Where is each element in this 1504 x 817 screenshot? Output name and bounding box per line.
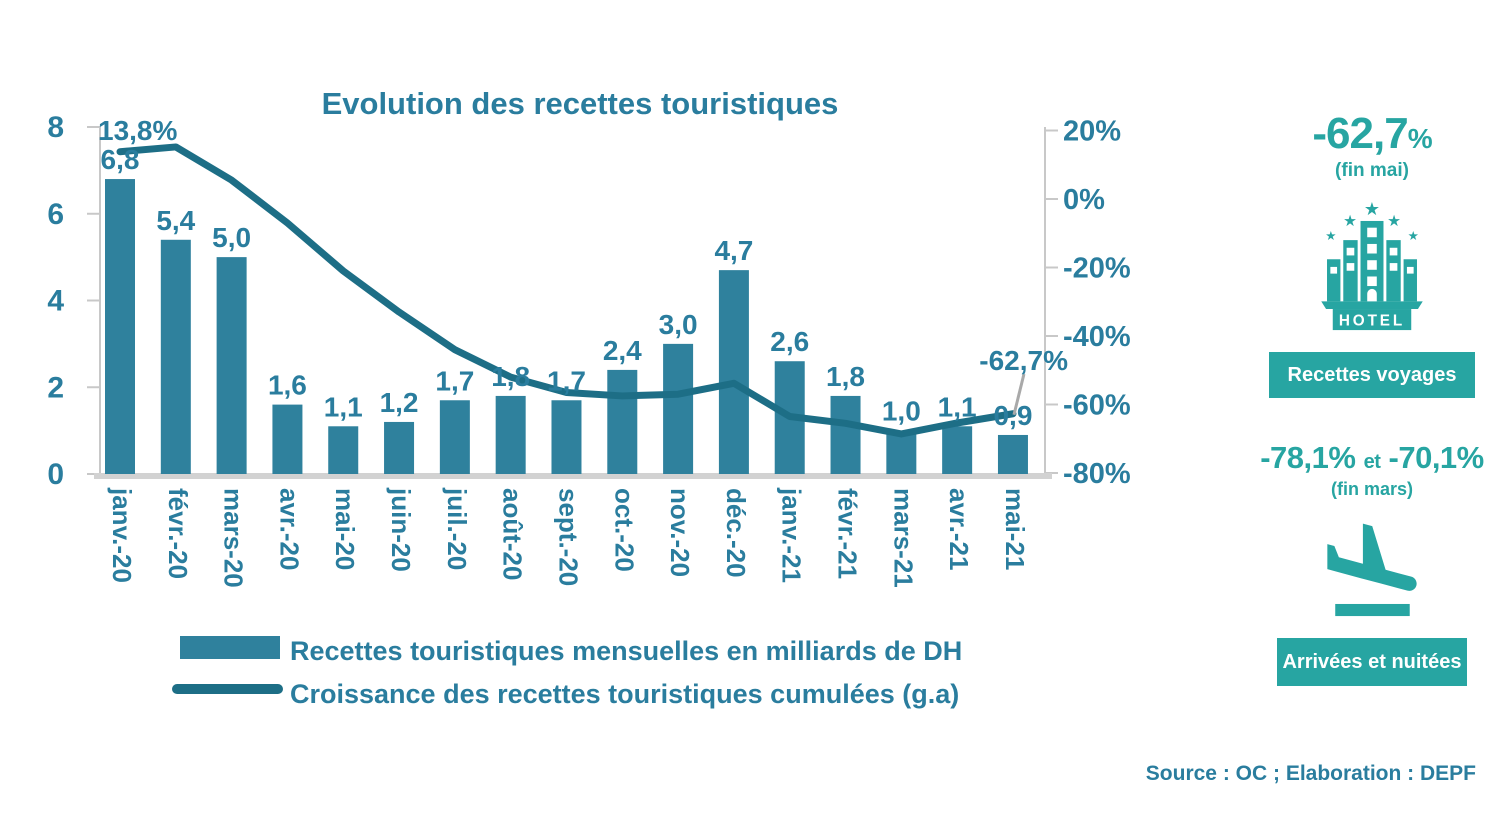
bar-label-nov.-20: 3,0 xyxy=(659,309,698,340)
right-axis-label: 20% xyxy=(1063,116,1121,148)
line-last-point-label: -62,7% xyxy=(979,345,1068,376)
bar-avr.-20 xyxy=(272,404,303,474)
x-axis-label-mars-20: mars-20 xyxy=(219,488,249,588)
growth-line xyxy=(116,143,1017,438)
left-axis-label: 0 xyxy=(47,458,64,491)
arrivees-nuitees-button[interactable]: Arrivées et nuitées xyxy=(1276,638,1467,686)
bar-déc.-20 xyxy=(718,270,749,474)
x-axis-label-juil.-20: juil.-20 xyxy=(442,487,472,570)
left-axis-label: 2 xyxy=(47,371,64,404)
bar-label-sept.-20: 1,7 xyxy=(547,365,586,396)
bar-label-juin-20: 1,2 xyxy=(380,387,419,418)
callout-leader-line xyxy=(1012,373,1026,416)
bar-label-févr.-21: 1,8 xyxy=(826,361,865,392)
x-axis-label-déc.-20: déc.-20 xyxy=(721,488,751,578)
stat-arrivees-number-a: -78,1% xyxy=(1260,440,1356,475)
bar-mai-21 xyxy=(997,434,1028,474)
stat-recettes-percent-sign: % xyxy=(1407,123,1433,154)
right-axis-label: -80% xyxy=(1063,458,1130,490)
hotel-star-left: ★ xyxy=(1343,213,1357,230)
x-axis-label-mai-21: mai-21 xyxy=(1000,488,1030,570)
bar-mai-20 xyxy=(328,426,359,474)
bar-févr.-21 xyxy=(830,395,861,474)
right-axis-label: 0% xyxy=(1063,184,1105,216)
plane-landing-icon xyxy=(1313,514,1431,618)
bar-févr.-20 xyxy=(160,239,191,474)
bar-label-mars-20: 5,0 xyxy=(212,222,251,253)
hotel-icon: ★ ★ ★ ★ ★ xyxy=(1319,198,1425,332)
chart-title: Evolution des recettes touristiques xyxy=(322,86,839,121)
bar-oct.-20 xyxy=(607,369,638,474)
line-first-point-label: 13,8% xyxy=(98,115,177,146)
bar-janv.-20 xyxy=(105,179,135,475)
stat-recettes-value: -62,7% xyxy=(1312,109,1433,158)
right-axis-label: -40% xyxy=(1063,321,1130,353)
left-axis-label: 4 xyxy=(47,285,64,318)
x-axis-label-avr.-21: avr.-21 xyxy=(944,488,974,570)
bar-sept.-20 xyxy=(551,400,582,474)
bar-label-mai-20: 1,1 xyxy=(324,391,363,422)
bar-label-oct.-20: 2,4 xyxy=(603,335,642,366)
x-axis-label-janv.-21: janv.-21 xyxy=(777,487,807,583)
bar-label-mai-21: 0,9 xyxy=(993,400,1032,431)
recettes-voyages-button[interactable]: Recettes voyages xyxy=(1269,352,1475,398)
x-axis-label-févr.-21: févr.-21 xyxy=(833,488,863,579)
hotel-star-outer-left: ★ xyxy=(1325,229,1336,243)
bar-août-20 xyxy=(495,395,526,474)
stat-recettes-caption: (fin mai) xyxy=(1335,160,1409,181)
hotel-star-top: ★ xyxy=(1364,199,1380,219)
x-axis-label-sept.-20: sept.-20 xyxy=(553,488,583,586)
stat-arrivees: -78,1% et -70,1% (fin mars) Arrivées et … xyxy=(1260,442,1484,686)
right-axis-label: -60% xyxy=(1063,390,1130,422)
bar-label-avr.-20: 1,6 xyxy=(268,370,307,401)
x-axis-label-mars-21: mars-21 xyxy=(888,488,918,588)
bar-juin-20 xyxy=(384,421,415,474)
left-axis-label: 6 xyxy=(47,198,64,231)
left-axis-label: 8 xyxy=(47,111,64,144)
right-axis-label: -20% xyxy=(1063,253,1130,285)
stat-arrivees-number-b: -70,1% xyxy=(1388,440,1485,475)
bar-avr.-21 xyxy=(942,426,973,474)
legend-line-swatch xyxy=(172,684,283,694)
bar-label-avr.-21: 1,1 xyxy=(938,391,977,422)
stat-arrivees-value: -78,1% et -70,1% xyxy=(1260,442,1484,473)
stat-arrivees-connector: et xyxy=(1363,451,1381,473)
bar-mars-21 xyxy=(886,430,917,474)
source-note: Source : OC ; Elaboration : DEPF xyxy=(1145,762,1476,785)
bar-label-juil.-20: 1,7 xyxy=(435,365,474,396)
bar-label-janv.-20: 6,8 xyxy=(101,144,140,175)
legend-bar-label: Recettes touristiques mensuelles en mill… xyxy=(290,636,962,666)
legend-line-label: Croissance des recettes touristiques cum… xyxy=(290,679,959,709)
x-axis-label-oct.-20: oct.-20 xyxy=(609,488,639,572)
x-axis-label-août-20: août-20 xyxy=(498,488,528,580)
side-panel: -62,7% (fin mai) ★ ★ ★ ★ ★ xyxy=(1240,112,1504,686)
bar-label-janv.-21: 2,6 xyxy=(770,326,809,357)
x-axis-label-févr.-20: févr.-20 xyxy=(163,488,193,579)
x-axis-label-juin-20: juin-20 xyxy=(386,487,416,572)
legend-bar-swatch xyxy=(180,636,280,659)
x-axis-label-mai-20: mai-20 xyxy=(330,488,360,570)
x-axis-label-nov.-20: nov.-20 xyxy=(665,488,695,577)
bar-mars-20 xyxy=(216,257,247,474)
bar-juil.-20 xyxy=(439,400,470,474)
hotel-star-outer-right: ★ xyxy=(1408,229,1419,243)
bar-label-mars-21: 1,0 xyxy=(882,396,921,427)
stat-recettes-number: -62,7 xyxy=(1312,109,1408,158)
bar-label-août-20: 1,8 xyxy=(491,361,530,392)
bar-label-févr.-20: 5,4 xyxy=(156,205,195,236)
hotel-icon-label: HOTEL xyxy=(1339,312,1405,329)
bar-nov.-20 xyxy=(663,343,694,474)
x-axis-label-avr.-20: avr.-20 xyxy=(274,488,304,570)
x-axis-label-janv.-20: janv.-20 xyxy=(107,487,137,583)
tourism-revenue-chart: Evolution des recettes touristiques86420… xyxy=(47,86,1130,709)
bar-label-déc.-20: 4,7 xyxy=(714,235,753,266)
stat-arrivees-caption: (fin mars) xyxy=(1330,479,1413,499)
hotel-star-right: ★ xyxy=(1387,213,1401,230)
